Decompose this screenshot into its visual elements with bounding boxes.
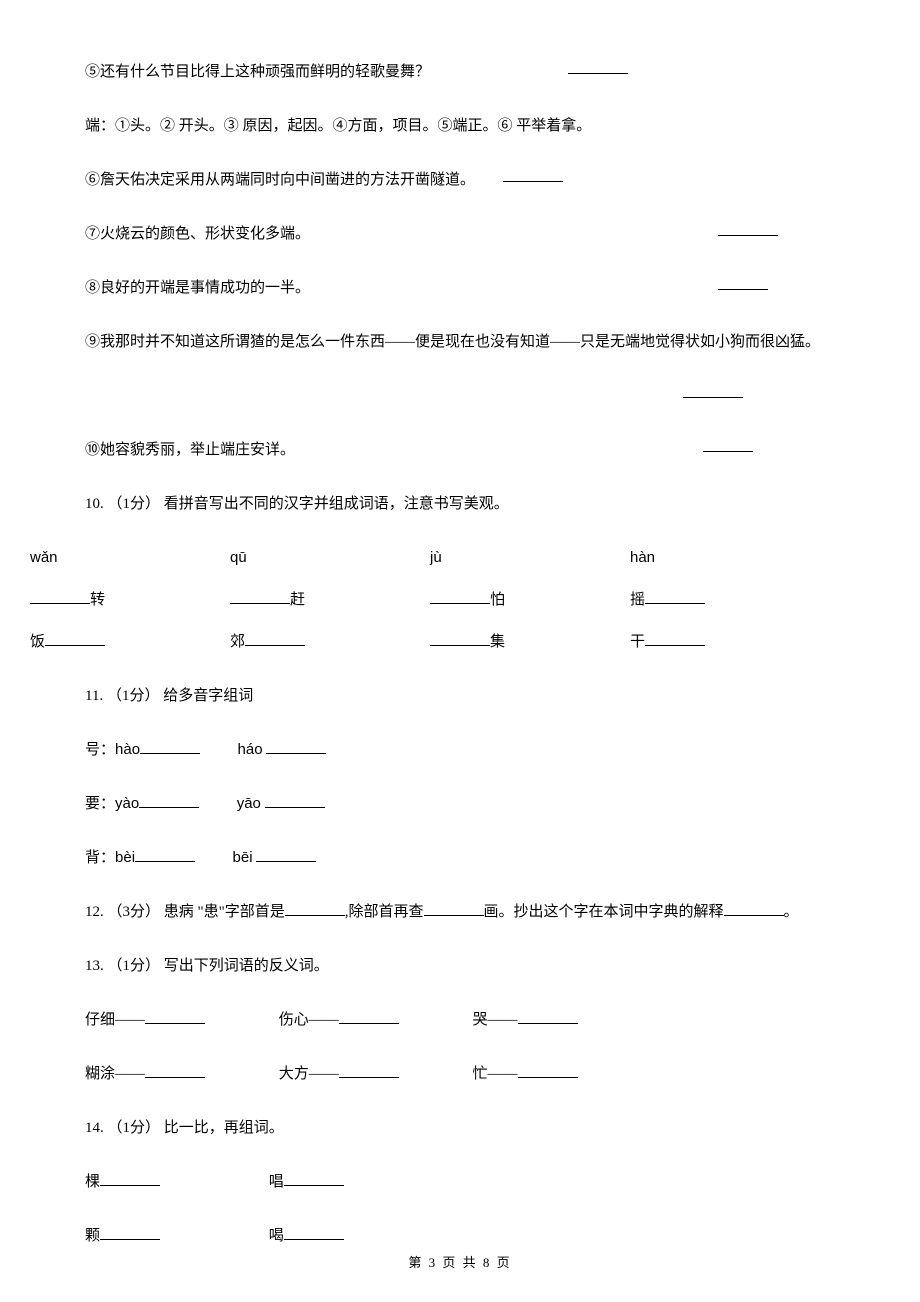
pinyin-r1c1: 转: [30, 588, 230, 612]
question-10-instruction: 10. （1分） 看拼音写出不同的汉字并组成词语，注意书写美观。: [85, 492, 890, 516]
pinyin-table: wǎn 转 饭 qū 赶 郊 jù 怕 集 hàn 摇 干: [30, 546, 890, 672]
question-6: ⑥詹天佑决定采用从两端同时向中间凿进的方法开凿隧道。: [85, 168, 890, 192]
q9-blank[interactable]: [683, 383, 743, 398]
pinyin-r1c2: 赶: [230, 588, 430, 612]
document-content: ⑤还有什么节目比得上这种顽强而鲜明的轻歌曼舞？ 端：①头。② 开头。③ 原因，起…: [30, 60, 890, 1248]
q5-text: ⑤还有什么节目比得上这种顽强而鲜明的轻歌曼舞？: [85, 64, 430, 80]
pinyin-r1c3: 怕: [430, 588, 630, 612]
pinyin-r2c3: 集: [430, 630, 630, 654]
q9-blank-line: [85, 384, 890, 408]
q9-text: ⑨我那时并不知道这所谓猹的是怎么一件东西——便是现在也没有知道——只是无端地觉得…: [85, 334, 820, 350]
pinyin-r2c4: 干: [630, 630, 830, 654]
question-10-text: ⑩她容貌秀丽，举止端庄安详。: [85, 438, 890, 462]
pinyin-h3: jù: [430, 546, 630, 570]
pinyin-h4: hàn: [630, 546, 830, 570]
page-footer: 第 3 页 共 8 页: [0, 1253, 920, 1274]
pinyin-r1c4: 摇: [630, 588, 830, 612]
q11-yao: 要：yào yāo: [85, 792, 890, 816]
pinyin-r2c2: 郊: [230, 630, 430, 654]
q8-blank[interactable]: [718, 275, 768, 290]
pinyin-h2: qū: [230, 546, 430, 570]
q10-text-label: ⑩她容貌秀丽，举止端庄安详。: [85, 442, 295, 458]
pinyin-r2c1: 饭: [30, 630, 230, 654]
q14-row1: 棵 唱: [85, 1170, 890, 1194]
question-7: ⑦火烧云的颜色、形状变化多端。: [85, 222, 890, 246]
question-14-instruction: 14. （1分） 比一比，再组词。: [85, 1116, 890, 1140]
q7-text: ⑦火烧云的颜色、形状变化多端。: [85, 226, 310, 242]
duan-definition: 端：①头。② 开头。③ 原因，起因。④方面，项目。⑤端正。⑥ 平举着拿。: [85, 114, 890, 138]
q8-text: ⑧良好的开端是事情成功的一半。: [85, 280, 310, 296]
q10-text-blank[interactable]: [703, 437, 753, 452]
q11-bei: 背：bèi bēi: [85, 846, 890, 870]
question-13-instruction: 13. （1分） 写出下列词语的反义词。: [85, 954, 890, 978]
question-11-instruction: 11. （1分） 给多音字组词: [85, 684, 890, 708]
q11-hao: 号：hào háo: [85, 738, 890, 762]
pinyin-h1: wǎn: [30, 546, 230, 570]
q7-blank[interactable]: [718, 221, 778, 236]
q13-row2: 糊涂—— 大方—— 忙——: [85, 1062, 890, 1086]
q6-blank[interactable]: [503, 167, 563, 182]
q6-text: ⑥詹天佑决定采用从两端同时向中间凿进的方法开凿隧道。: [85, 172, 475, 188]
q13-row1: 仔细—— 伤心—— 哭——: [85, 1008, 890, 1032]
question-5: ⑤还有什么节目比得上这种顽强而鲜明的轻歌曼舞？: [85, 60, 890, 84]
question-9: ⑨我那时并不知道这所谓猹的是怎么一件东西——便是现在也没有知道——只是无端地觉得…: [85, 330, 890, 354]
question-8: ⑧良好的开端是事情成功的一半。: [85, 276, 890, 300]
question-12: 12. （3分） 患病 "患"字部首是,除部首再查画。抄出这个字在本词中字典的解…: [85, 900, 890, 924]
q14-row2: 颗 喝: [85, 1224, 890, 1248]
q5-blank[interactable]: [568, 59, 628, 74]
